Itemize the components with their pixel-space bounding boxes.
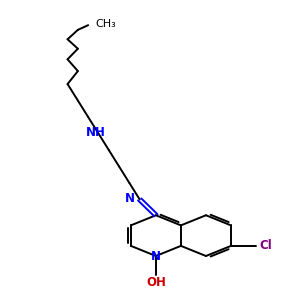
Text: Cl: Cl — [259, 239, 272, 252]
Text: OH: OH — [146, 276, 166, 289]
Text: CH₃: CH₃ — [95, 19, 116, 29]
Text: N: N — [125, 192, 135, 205]
Text: NH: NH — [85, 126, 106, 139]
Text: N: N — [151, 250, 161, 262]
